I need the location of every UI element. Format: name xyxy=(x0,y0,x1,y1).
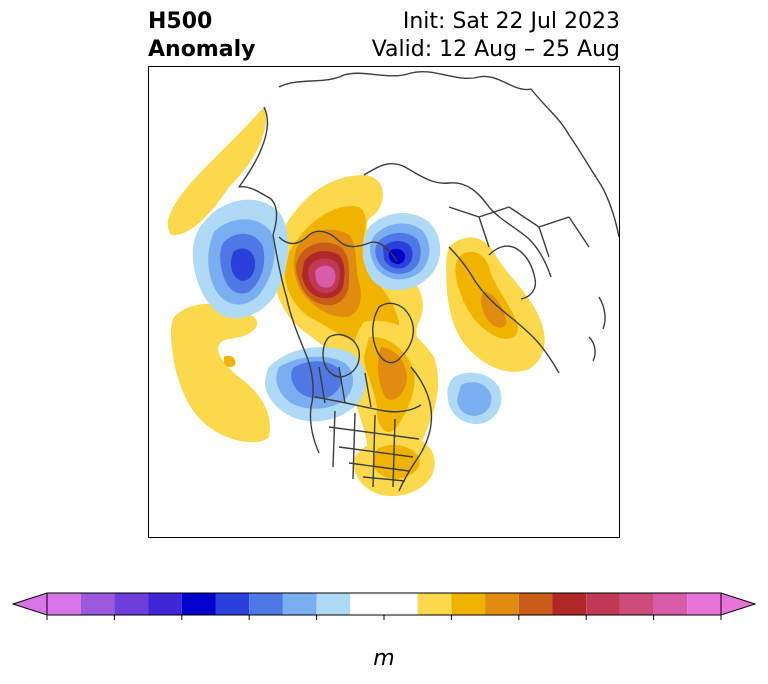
run-info: Init: Sat 22 Jul 2023 Valid: 12 Aug – 25… xyxy=(372,8,620,64)
colorbar-tick-label: -80 xyxy=(102,623,127,625)
title-line-1: H500 xyxy=(148,9,213,34)
anomaly-arctic-trough-50 xyxy=(388,248,406,265)
colorbar-tick-label: 100 xyxy=(707,623,736,625)
colorbar-segment xyxy=(552,593,587,615)
negative-anomaly-fields xyxy=(192,199,502,425)
colorbar-segment xyxy=(215,593,250,615)
colorbar-segment xyxy=(249,593,283,615)
colorbar-segment xyxy=(80,593,115,615)
map-features xyxy=(238,71,619,492)
anomaly-gulf-of-alaska-trough-40 xyxy=(230,248,256,281)
anomaly-map xyxy=(148,66,620,538)
colorbar-segment xyxy=(619,593,654,615)
colorbar-segment xyxy=(181,593,216,615)
valid-period: Valid: 12 Aug – 25 Aug xyxy=(371,37,620,62)
anomaly-north-atlantic-trough-20 xyxy=(457,382,492,416)
colorbar-segment xyxy=(316,593,351,615)
anomaly-central-ridge-70 xyxy=(315,265,336,288)
colorbar-tick-label: -100 xyxy=(30,623,64,625)
coastline-alaska xyxy=(238,106,278,236)
colorbar-segment xyxy=(518,593,553,615)
border-eurasia xyxy=(448,206,590,258)
colorbar-tick-label: 40 xyxy=(509,623,528,625)
colorbar-tick-label: -40 xyxy=(237,623,262,625)
anomaly-map-svg xyxy=(167,71,619,497)
border-canada-provinces xyxy=(318,366,372,408)
colorbar-tick-label: 60 xyxy=(577,623,596,625)
colorbar-segment xyxy=(282,593,317,615)
anomaly-northeast-pacific-ridge xyxy=(170,303,270,443)
colorbar-segment xyxy=(417,593,452,615)
anomaly-northeast-pacific-ridge-20 xyxy=(224,355,236,368)
colorbar-tick-label: -60 xyxy=(170,623,195,625)
colorbar-tick-label: 20 xyxy=(442,623,461,625)
colorbar-segment xyxy=(687,593,721,615)
colorbar-segment xyxy=(47,593,81,615)
colorbar-segment xyxy=(451,593,486,615)
coastline-arctic-russia xyxy=(363,163,552,278)
border-us-canada xyxy=(314,396,422,413)
coastline-europe xyxy=(448,246,560,374)
coastline-greenland xyxy=(372,302,415,364)
colorbar-ticks: -100 -80 -60 -40 -20 0 20 40 60 80 100 xyxy=(30,615,735,625)
colorbar-segments xyxy=(47,593,721,615)
colorbar-extend-high xyxy=(720,592,757,616)
colorbar: -100 -80 -60 -40 -20 0 20 40 60 80 100 xyxy=(11,592,757,625)
colorbar-extend-low xyxy=(11,592,48,616)
title-line-2: Anomaly xyxy=(148,37,256,62)
coastline-canadian-arctic xyxy=(278,230,398,262)
coastline-siberia xyxy=(278,71,619,238)
chart-title: H500 Anomaly xyxy=(148,8,255,64)
colorbar-segment xyxy=(148,593,182,615)
colorbar-segment xyxy=(653,593,688,615)
colorbar-segment xyxy=(485,593,519,615)
border-us-states-b xyxy=(332,410,396,488)
anomaly-eurasia-ridge-30 xyxy=(481,292,507,328)
init-time: Init: Sat 22 Jul 2023 xyxy=(402,9,620,34)
colorbar-segment xyxy=(350,593,418,615)
colorbar-tick-label: 0 xyxy=(379,623,389,625)
colorbar-tick-label: 80 xyxy=(644,623,663,625)
coastline-scandinavia xyxy=(488,245,537,300)
colorbar-segment xyxy=(586,593,620,615)
coastline-north-america-east xyxy=(398,366,433,492)
anomaly-north-pacific-band xyxy=(167,107,266,236)
coastline-north-america-west xyxy=(272,234,320,454)
colorbar-units-label: m xyxy=(373,646,395,671)
colorbar-segment xyxy=(114,593,149,615)
colorbar-tick-label: -20 xyxy=(304,623,329,625)
coastline-japan-islands xyxy=(588,296,606,362)
